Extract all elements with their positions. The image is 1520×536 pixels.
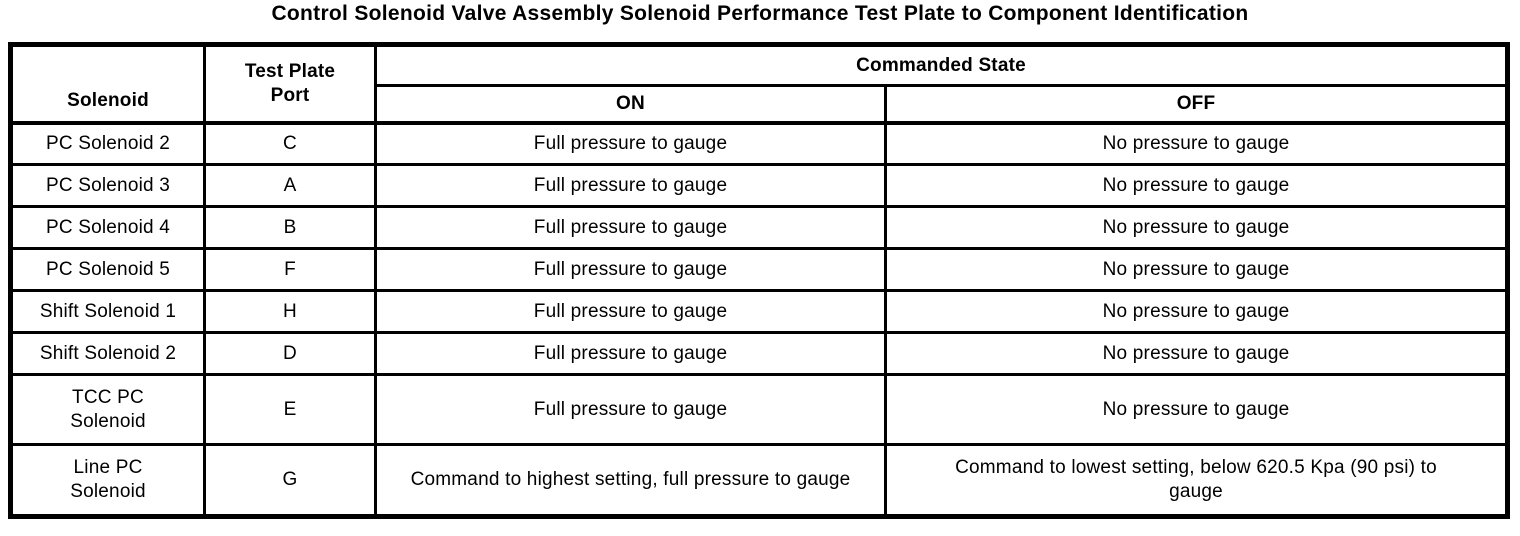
column-header-on: ON <box>374 84 887 125</box>
cell-on-state: Full pressure to gauge <box>374 163 887 208</box>
cell-off-state: No pressure to gauge <box>884 247 1509 292</box>
table-row-pc-solenoid-3: PC Solenoid 3 A Full pressure to gauge N… <box>9 163 1509 208</box>
column-header-off: OFF <box>884 84 1509 125</box>
cell-solenoid-label: Line PC Solenoid <box>70 457 146 502</box>
cell-on-state: Full pressure to gauge <box>374 373 887 446</box>
table-row-shift-solenoid-1: Shift Solenoid 1 H Full pressure to gaug… <box>9 289 1509 334</box>
column-header-test-plate-port: Test Plate Port <box>203 43 377 125</box>
column-header-commanded-state: Commanded State <box>374 43 1509 87</box>
cell-off-state: No pressure to gauge <box>884 373 1509 446</box>
cell-solenoid-label: TCC PC Solenoid <box>70 386 146 432</box>
cell-off-state: No pressure to gauge <box>884 121 1509 166</box>
column-header-solenoid: Solenoid <box>9 43 206 125</box>
cell-solenoid: PC Solenoid 2 <box>9 121 206 166</box>
table-row-pc-solenoid-5: PC Solenoid 5 F Full pressure to gauge N… <box>9 247 1509 292</box>
cell-off-state: Command to lowest setting, below 620.5 K… <box>884 443 1509 518</box>
column-header-test-plate-port-label: Test Plate Port <box>244 61 336 106</box>
cell-solenoid: TCC PC Solenoid <box>9 373 206 446</box>
cell-port: F <box>203 247 377 292</box>
cell-port: D <box>203 331 377 376</box>
cell-on-state: Full pressure to gauge <box>374 289 887 334</box>
cell-port: E <box>203 373 377 446</box>
cell-on-state: Full pressure to gauge <box>374 331 887 376</box>
cell-solenoid: PC Solenoid 3 <box>9 163 206 208</box>
cell-port: B <box>203 205 377 250</box>
table-body: PC Solenoid 2 C Full pressure to gauge N… <box>9 121 1509 518</box>
cell-off-state-label: Command to lowest setting, below 620.5 K… <box>955 457 1437 502</box>
header-row-bottom: ON OFF <box>11 84 1509 125</box>
table-row-pc-solenoid-4: PC Solenoid 4 B Full pressure to gauge N… <box>9 205 1509 250</box>
cell-solenoid: PC Solenoid 5 <box>9 247 206 292</box>
cell-off-state: No pressure to gauge <box>884 289 1509 334</box>
table-row-pc-solenoid-2: PC Solenoid 2 C Full pressure to gauge N… <box>9 121 1509 166</box>
cell-solenoid: Shift Solenoid 2 <box>9 331 206 376</box>
solenoid-performance-table: Solenoid Test Plate Port Commanded State… <box>8 42 1510 519</box>
cell-solenoid: PC Solenoid 4 <box>9 205 206 250</box>
cell-port: C <box>203 121 377 166</box>
table-row-line-pc-solenoid: Line PC Solenoid G Command to highest se… <box>9 443 1509 518</box>
cell-port: A <box>203 163 377 208</box>
cell-port: H <box>203 289 377 334</box>
cell-port: G <box>203 443 377 518</box>
cell-on-state: Full pressure to gauge <box>374 247 887 292</box>
cell-off-state: No pressure to gauge <box>884 205 1509 250</box>
cell-on-state: Command to highest setting, full pressur… <box>374 443 887 518</box>
cell-on-state: Full pressure to gauge <box>374 121 887 166</box>
header-row-top: Solenoid Test Plate Port Commanded State <box>9 43 1509 125</box>
cell-on-state-label: Command to highest setting, full pressur… <box>410 469 851 491</box>
cell-off-state: No pressure to gauge <box>884 331 1509 376</box>
table-row-shift-solenoid-2: Shift Solenoid 2 D Full pressure to gaug… <box>9 331 1509 376</box>
page-title: Control Solenoid Valve Assembly Solenoid… <box>271 2 1249 25</box>
table-row-tcc-pc-solenoid: TCC PC Solenoid E Full pressure to gauge… <box>9 373 1509 446</box>
cell-off-state: No pressure to gauge <box>884 163 1509 208</box>
table-header: Solenoid Test Plate Port Commanded State… <box>9 43 1509 125</box>
cell-on-state: Full pressure to gauge <box>374 205 887 250</box>
cell-solenoid: Line PC Solenoid <box>9 443 206 518</box>
cell-solenoid: Shift Solenoid 1 <box>9 289 206 334</box>
